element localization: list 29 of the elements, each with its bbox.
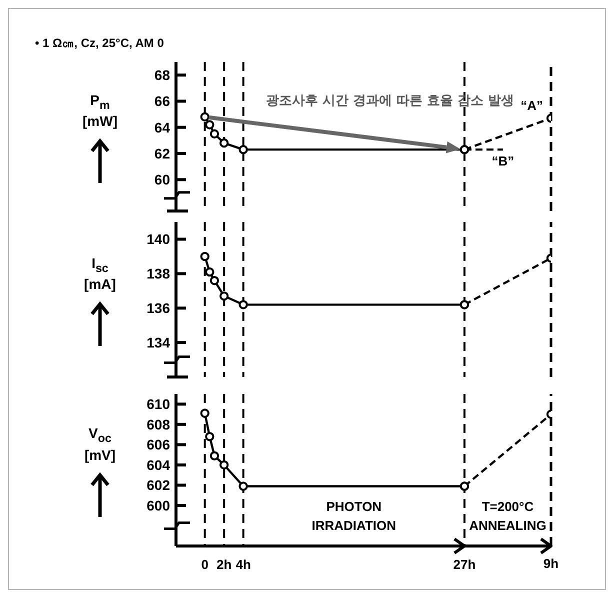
text: • 1 Ω㎝, Cz, 25°C, AM 0 [35, 35, 164, 52]
y-tick-label: 134 [146, 334, 170, 350]
y-tick-label: 610 [146, 396, 170, 412]
x-tick-label: 0 [201, 557, 208, 572]
y-tick-label: 66 [154, 93, 170, 110]
annotation: 광조사후 시간 경과에 따른 효율 감소 발생 [266, 93, 514, 108]
y-tick-label: 606 [146, 436, 170, 453]
x-tick-label: 27h [453, 557, 476, 572]
y-tick-label: 136 [146, 300, 170, 316]
y-tick-label: 138 [146, 266, 170, 282]
y-tick-label: 62 [154, 145, 170, 162]
y-tick-label: 602 [146, 477, 170, 494]
ref-line-label: 9h [543, 556, 559, 572]
series-label: “B” [492, 154, 514, 169]
y-axis-title: V$_{oc}$ [mV] [84, 425, 116, 464]
series-label: “A” [520, 98, 543, 114]
y-axis-title: I$_{sc}$ [mA] [84, 254, 116, 294]
y-tick-label: 60 [154, 172, 170, 188]
y-tick-label: 604 [146, 456, 170, 473]
y-tick-label: 608 [146, 416, 170, 432]
y-tick-label: 68 [154, 66, 170, 83]
annotation: T=200°C ANNEALING [469, 499, 546, 534]
y-tick-label: 64 [154, 119, 170, 136]
x-tick-label: 2h [216, 557, 232, 572]
y-tick-label: 600 [146, 497, 170, 514]
annotation: PHOTON IRRADIATION [312, 499, 396, 534]
x-tick-label: 4h [236, 557, 251, 572]
y-tick-label: 140 [146, 231, 170, 248]
y-axis-title: P$_{m}$ [mW] [82, 92, 118, 130]
